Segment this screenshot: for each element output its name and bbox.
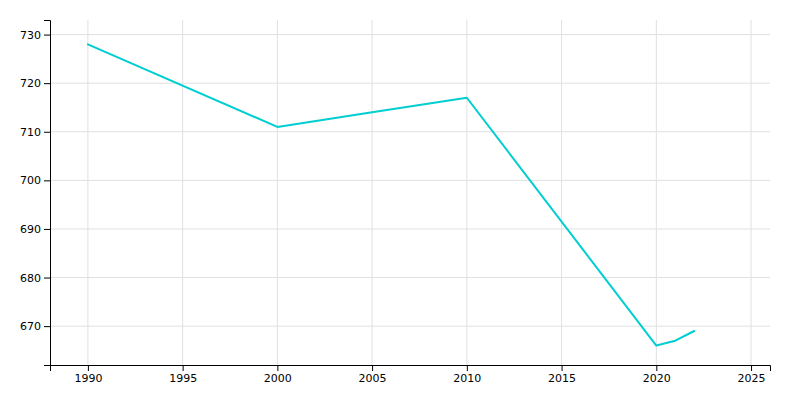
plot-area — [88, 44, 694, 345]
tick: 720 — [20, 77, 50, 90]
tick: 2015 — [548, 365, 576, 385]
tick-label: 680 — [20, 272, 41, 285]
tick-label: 720 — [20, 77, 41, 90]
tick-label: 1990 — [74, 372, 102, 385]
tick: 2005 — [359, 365, 387, 385]
tick-label: 2000 — [264, 372, 292, 385]
tick: 700 — [20, 174, 50, 187]
tick-mark — [44, 132, 50, 133]
grid — [50, 20, 770, 365]
tick-mark — [88, 365, 89, 371]
tick-label: 690 — [20, 223, 41, 236]
tick-mark — [44, 278, 50, 279]
tick: 2020 — [643, 365, 671, 385]
x-axis: 1990 1995 2000 2005 2010 2015 2020 2025 — [51, 365, 771, 385]
tick: 2000 — [264, 365, 292, 385]
tick-mark — [44, 180, 50, 181]
x-grid-line — [466, 20, 467, 365]
tick-mark — [183, 365, 184, 371]
y-grid-line — [50, 180, 770, 181]
x-axis-line — [51, 366, 771, 372]
tick-mark — [467, 365, 468, 371]
tick-mark — [44, 35, 50, 36]
tick-label: 2015 — [548, 372, 576, 385]
tick: 710 — [20, 126, 50, 139]
x-grid-line — [656, 20, 657, 365]
tick: 680 — [20, 272, 50, 285]
x-grid-line — [372, 20, 373, 365]
tick-label: 670 — [20, 320, 41, 333]
tick-label: 710 — [20, 126, 41, 139]
tick-label: 2005 — [359, 372, 387, 385]
tick-mark — [44, 83, 50, 84]
y-grid-line — [50, 277, 770, 278]
tick-label: 730 — [20, 29, 41, 42]
tick: 1995 — [169, 365, 197, 385]
tick-mark — [562, 365, 563, 371]
tick-label: 2025 — [738, 372, 766, 385]
tick: 730 — [20, 29, 50, 42]
tick-mark — [751, 365, 752, 371]
tick-mark — [277, 365, 278, 371]
y-grid-line — [50, 34, 770, 35]
tick: 670 — [20, 320, 50, 333]
tick-label: 2010 — [453, 372, 481, 385]
x-grid-line — [751, 20, 752, 365]
line — [88, 44, 694, 345]
tick: 2010 — [453, 365, 481, 385]
y-grid-line — [50, 83, 770, 84]
y-axis-line — [44, 21, 51, 366]
x-grid-line — [277, 20, 278, 365]
tick: 690 — [20, 223, 50, 236]
tick: 2025 — [738, 365, 766, 385]
tick: 1990 — [74, 365, 102, 385]
tick-mark — [656, 365, 657, 371]
y-axis: 670 680 690 700 710 720 730 — [20, 21, 51, 366]
y-grid-line — [50, 228, 770, 229]
x-grid-line — [561, 20, 562, 365]
tick-label: 700 — [20, 174, 41, 187]
y-grid-line — [50, 131, 770, 132]
x-grid-line — [87, 20, 88, 365]
tick-mark — [372, 365, 373, 371]
tick-label: 1995 — [169, 372, 197, 385]
chart: 1990 1995 2000 2005 2010 2015 2020 2025 670 680 69… — [0, 0, 800, 400]
tick-label: 2020 — [643, 372, 671, 385]
y-grid-line — [50, 326, 770, 327]
x-grid-line — [182, 20, 183, 365]
tick-mark — [44, 229, 50, 230]
tick-mark — [44, 326, 50, 327]
